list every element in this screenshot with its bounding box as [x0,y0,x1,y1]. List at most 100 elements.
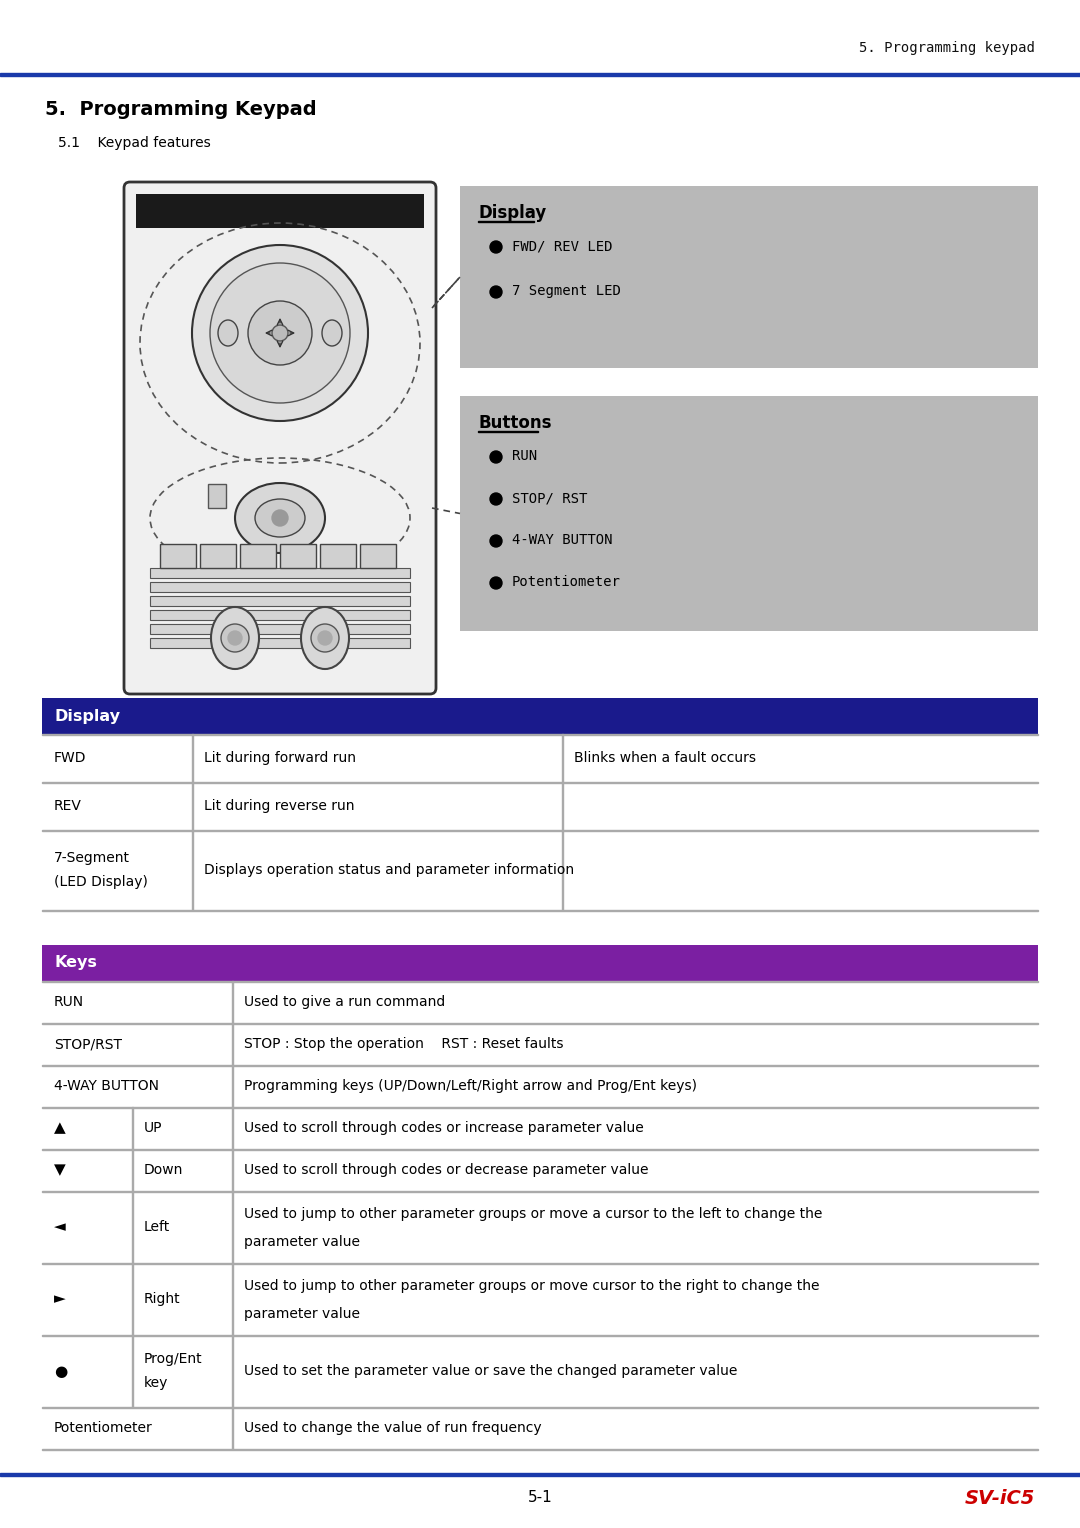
Text: Lit during forward run: Lit during forward run [204,750,356,766]
Text: Used to scroll through codes or decrease parameter value: Used to scroll through codes or decrease… [244,1163,648,1177]
Bar [42,782,1038,830]
Bar [460,186,1038,368]
Bar [150,610,410,620]
Bar [460,396,1038,631]
FancyBboxPatch shape [124,182,436,694]
Bar [160,544,195,568]
Bar [208,484,226,507]
Text: ◄: ◄ [54,1219,66,1235]
Text: ▼: ▼ [54,1163,66,1178]
Bar [42,698,1038,733]
Text: SV-iC5: SV-iC5 [964,1488,1035,1508]
Text: STOP : Stop the operation    RST : Reset faults: STOP : Stop the operation RST : Reset fa… [244,1038,564,1051]
Circle shape [490,241,502,254]
Ellipse shape [218,319,238,345]
Circle shape [318,631,332,645]
Circle shape [272,510,288,526]
Bar [42,733,1038,782]
Text: parameter value: parameter value [244,1306,360,1322]
Ellipse shape [301,607,349,669]
Text: 4-WAY BUTTON: 4-WAY BUTTON [54,1079,159,1093]
Text: Displays operation status and parameter information: Displays operation status and parameter … [204,863,575,877]
Circle shape [490,535,502,547]
Text: STOP/ RST: STOP/ RST [512,490,588,504]
Bar [42,944,1038,981]
Bar [136,194,424,228]
Text: Right: Right [144,1293,180,1306]
Text: Lit during reverse run: Lit during reverse run [204,799,354,813]
Text: STOP/RST: STOP/RST [54,1038,122,1051]
Bar [42,1407,1038,1449]
Text: 5.  Programming Keypad: 5. Programming Keypad [45,99,316,119]
Text: RUN: RUN [54,995,84,1008]
Text: ►: ► [54,1291,66,1306]
Ellipse shape [235,483,325,553]
Text: 7-Segment: 7-Segment [54,851,130,865]
Text: ▲: ▲ [54,1120,66,1135]
Text: key: key [144,1377,168,1390]
Text: (LED Display): (LED Display) [54,876,148,889]
Bar [0,73,1080,76]
Text: 4-WAY BUTTON: 4-WAY BUTTON [512,533,612,547]
Text: Used to set the parameter value or save the changed parameter value: Used to set the parameter value or save … [244,1365,738,1378]
Circle shape [490,451,502,463]
Bar [150,568,410,578]
Bar [42,1149,1038,1190]
Bar [150,582,410,591]
Circle shape [272,325,288,341]
Text: Used to jump to other parameter groups or move a cursor to the left to change th: Used to jump to other parameter groups o… [244,1207,822,1221]
Text: Used to scroll through codes or increase parameter value: Used to scroll through codes or increase… [244,1122,644,1135]
Text: Display: Display [478,205,546,222]
Bar [360,544,396,568]
Text: Prog/Ent: Prog/Ent [144,1352,203,1366]
Text: Programming keys (UP/Down/Left/Right arrow and Prog/Ent keys): Programming keys (UP/Down/Left/Right arr… [244,1079,697,1093]
Text: Left: Left [144,1219,171,1235]
Circle shape [192,244,368,422]
Text: Potentiometer: Potentiometer [54,1421,152,1435]
Ellipse shape [211,607,259,669]
Text: UP: UP [144,1122,162,1135]
Circle shape [210,263,350,403]
Text: Keys: Keys [54,955,97,970]
Bar [320,544,356,568]
Text: Down: Down [144,1163,184,1177]
Text: Buttons: Buttons [478,414,552,432]
Text: REV: REV [54,799,82,813]
Bar [42,1264,1038,1335]
Circle shape [490,286,502,298]
Text: parameter value: parameter value [244,1235,360,1248]
Text: ●: ● [54,1363,67,1378]
Text: Potentiometer: Potentiometer [512,575,621,588]
Ellipse shape [255,500,305,536]
Bar [42,1065,1038,1106]
Text: 5-1: 5-1 [528,1490,552,1505]
Text: 5. Programming keypad: 5. Programming keypad [859,41,1035,55]
Text: 7 Segment LED: 7 Segment LED [512,284,621,298]
Circle shape [311,623,339,652]
Bar [42,1335,1038,1407]
Bar [240,544,276,568]
Bar [42,830,1038,911]
Bar [42,981,1038,1024]
Text: FWD/ REV LED: FWD/ REV LED [512,238,612,254]
Bar [200,544,237,568]
Circle shape [228,631,242,645]
Text: Used to change the value of run frequency: Used to change the value of run frequenc… [244,1421,542,1435]
Circle shape [490,494,502,504]
Ellipse shape [322,319,342,345]
Circle shape [248,301,312,365]
Text: 5.1    Keypad features: 5.1 Keypad features [58,136,211,150]
Bar [0,1473,1080,1476]
Text: FWD: FWD [54,750,86,766]
Text: Used to give a run command: Used to give a run command [244,995,445,1008]
Circle shape [490,578,502,588]
Bar [150,596,410,607]
Bar [150,623,410,634]
Bar [280,544,316,568]
Text: Used to jump to other parameter groups or move cursor to the right to change the: Used to jump to other parameter groups o… [244,1279,820,1293]
Text: Display: Display [54,709,120,723]
Bar [42,1106,1038,1149]
Circle shape [221,623,249,652]
Text: RUN: RUN [512,449,537,463]
Bar [150,639,410,648]
